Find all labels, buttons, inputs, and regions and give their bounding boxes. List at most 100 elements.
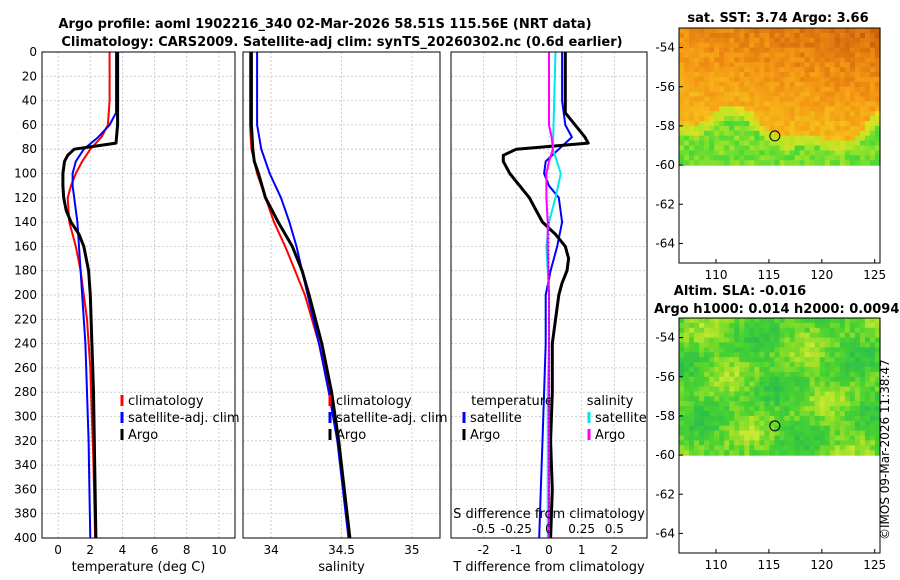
heatmap-cell xyxy=(684,322,690,329)
heatmap-cell xyxy=(839,347,846,353)
x-axis-label: T difference from climatology xyxy=(452,560,645,575)
heatmap-cell xyxy=(749,116,755,122)
sla-map-title-line2: Argo h1000: 0.014 h2000: 0.0094 xyxy=(654,302,899,317)
heatmap-cell xyxy=(749,72,755,78)
heatmap-cell xyxy=(844,450,851,456)
heatmap-cell xyxy=(754,150,761,156)
heatmap-cell xyxy=(804,420,811,427)
map-x-tick-label: 125 xyxy=(863,268,886,282)
heatmap-cell xyxy=(694,401,700,407)
heatmap-cell xyxy=(704,67,710,73)
heatmap-cell xyxy=(789,72,796,78)
heatmap-cell xyxy=(864,155,871,161)
heatmap-cell xyxy=(784,96,791,103)
series-line-t-argo xyxy=(501,52,590,539)
heatmap-cell xyxy=(689,96,695,103)
heatmap-cell xyxy=(719,327,725,334)
heatmap-cell xyxy=(864,411,871,417)
heatmap-cell xyxy=(704,72,710,78)
map-x-tick-label: 120 xyxy=(810,268,833,282)
heatmap-cell xyxy=(789,337,796,344)
heatmap-cell xyxy=(874,96,881,103)
heatmap-cell xyxy=(724,111,730,117)
heatmap-cell xyxy=(704,101,710,107)
heatmap-cell xyxy=(689,62,695,68)
heatmap-cell xyxy=(794,91,801,98)
heatmap-cell xyxy=(874,86,881,93)
heatmap-cell xyxy=(864,86,871,93)
heatmap-cell xyxy=(844,140,851,147)
heatmap-cell xyxy=(754,130,761,137)
heatmap-cell xyxy=(829,140,836,147)
heatmap-cell xyxy=(704,52,710,58)
heatmap-cell xyxy=(699,342,705,348)
heatmap-cell xyxy=(814,362,821,368)
heatmap-cell xyxy=(734,37,740,44)
heatmap-cell xyxy=(694,37,700,44)
heatmap-cell xyxy=(744,91,750,98)
heatmap-cell xyxy=(729,391,735,397)
y-tick-label: 400 xyxy=(14,531,37,545)
heatmap-cell xyxy=(734,420,740,427)
heatmap-cell xyxy=(789,155,796,161)
heatmap-cell xyxy=(734,121,740,127)
heatmap-cell xyxy=(849,386,856,393)
heatmap-cell xyxy=(859,160,866,166)
heatmap-cell xyxy=(714,111,720,117)
heatmap-cell xyxy=(709,150,715,156)
heatmap-cell xyxy=(759,366,766,373)
heatmap-cell xyxy=(864,52,871,58)
heatmap-cell xyxy=(739,401,745,407)
heatmap-cell xyxy=(809,391,816,397)
heatmap-cell xyxy=(759,76,766,83)
heatmap-cell xyxy=(834,376,841,383)
heatmap-cell xyxy=(749,28,755,34)
heatmap-cell xyxy=(699,62,705,68)
heatmap-cell xyxy=(714,420,720,427)
heatmap-cell xyxy=(784,37,791,44)
heatmap-cell xyxy=(759,357,766,363)
heatmap-cell xyxy=(719,415,725,422)
heatmap-cell xyxy=(789,362,796,368)
heatmap-cell xyxy=(824,62,831,68)
heatmap-cell xyxy=(679,116,685,122)
heatmap-cell xyxy=(874,111,881,117)
heatmap-cell xyxy=(809,376,816,383)
heatmap-cell xyxy=(719,406,725,412)
heatmap-cell xyxy=(864,352,871,358)
heatmap-cell xyxy=(864,415,871,422)
heatmap-cell xyxy=(739,430,745,437)
heatmap-cell xyxy=(829,425,836,432)
heatmap-cell xyxy=(819,371,826,378)
heatmap-cell xyxy=(869,450,876,456)
heatmap-cell xyxy=(869,116,876,122)
heatmap-cell xyxy=(809,347,816,353)
map-frame xyxy=(678,317,881,554)
heatmap-cell xyxy=(774,67,781,73)
heatmap-cell xyxy=(784,32,791,39)
heatmap-cell xyxy=(804,130,811,137)
heatmap-cell xyxy=(784,415,791,422)
heatmap-cell xyxy=(724,445,730,451)
heatmap-cell xyxy=(749,352,755,358)
heatmap-cell xyxy=(864,337,871,344)
heatmap-cell xyxy=(774,450,781,456)
heatmap-cell xyxy=(764,322,771,329)
heatmap-cell xyxy=(719,86,725,93)
heatmap-cell xyxy=(844,337,851,344)
heatmap-cell xyxy=(864,376,871,383)
heatmap-cell xyxy=(684,332,690,339)
heatmap-cell xyxy=(819,450,826,456)
heatmap-cell xyxy=(834,52,841,58)
heatmap-cell xyxy=(859,415,866,422)
heatmap-cell xyxy=(874,52,881,58)
heatmap-cell xyxy=(804,391,811,397)
heatmap-cell xyxy=(814,47,821,54)
heatmap-cell xyxy=(874,347,881,353)
heatmap-cell xyxy=(824,327,831,334)
heatmap-cell xyxy=(849,57,856,63)
heatmap-cell xyxy=(699,420,705,427)
heatmap-cell xyxy=(744,76,750,83)
heatmap-cell xyxy=(689,381,695,388)
heatmap-cell xyxy=(774,415,781,422)
